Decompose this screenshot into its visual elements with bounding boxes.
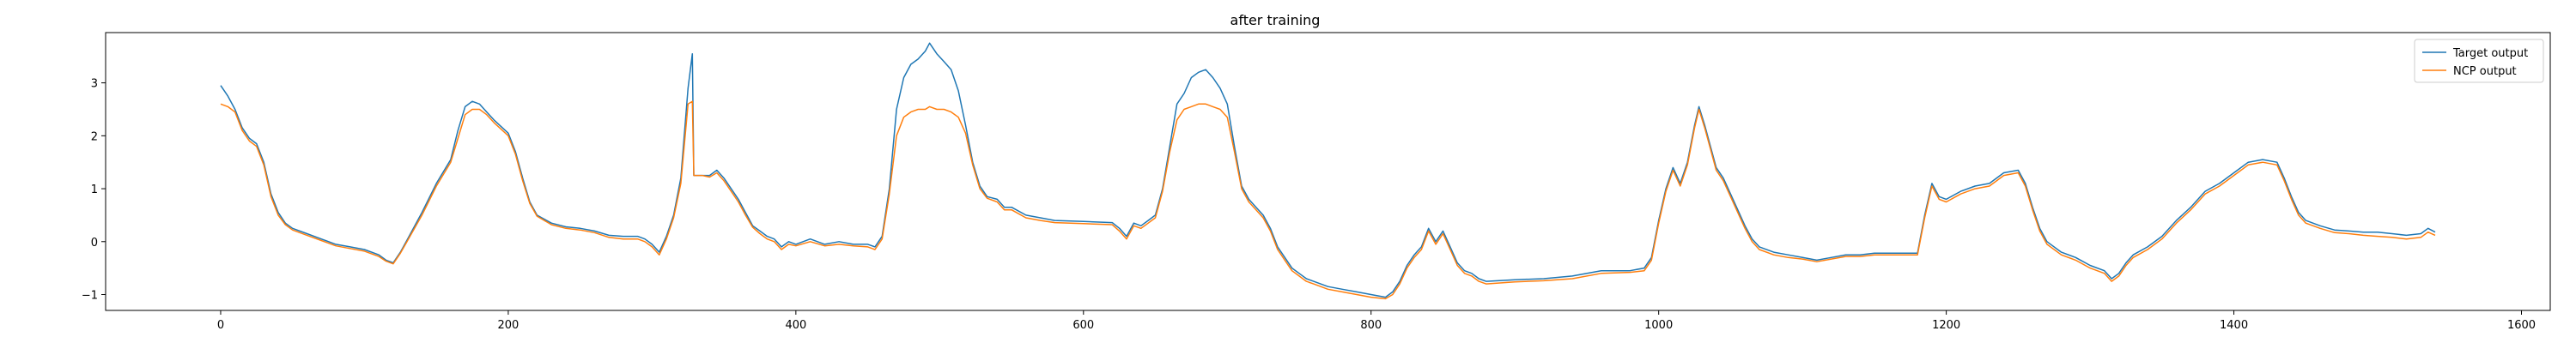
plot-area: [105, 32, 2551, 311]
legend-box: [2414, 39, 2544, 83]
x-tick-label: 1000: [1644, 319, 1673, 332]
x-tick-label: 0: [217, 319, 224, 332]
chart-title: after training: [1230, 12, 1321, 28]
plot-frame: [105, 32, 2551, 311]
y-tick-label: −1: [82, 289, 98, 302]
x-tick-label: 800: [1360, 319, 1382, 332]
x-tick-label: 1600: [2507, 319, 2536, 332]
x-tick-label: 600: [1072, 319, 1094, 332]
y-tick-label: 1: [91, 184, 98, 196]
x-tick-label: 1200: [1932, 319, 1960, 332]
x-axis: 0 200 400 600 800 1000 1200 1400 1600: [217, 310, 2536, 332]
x-tick-label: 400: [785, 319, 806, 332]
legend-label: Target output: [2452, 47, 2528, 60]
x-tick-label: 200: [498, 319, 519, 332]
y-tick-label: 2: [91, 130, 98, 143]
y-axis: −1 0 1 2 3: [82, 78, 106, 302]
series-layer: [220, 42, 2436, 300]
y-tick-label: 0: [91, 237, 98, 250]
series-line-target-output: [220, 42, 2436, 298]
legend: Target output NCP output: [2414, 39, 2544, 83]
legend-label: NCP output: [2453, 65, 2517, 78]
y-tick-label: 3: [91, 78, 98, 91]
series-line-ncp-output: [220, 100, 2436, 300]
x-tick-label: 1400: [2220, 319, 2248, 332]
